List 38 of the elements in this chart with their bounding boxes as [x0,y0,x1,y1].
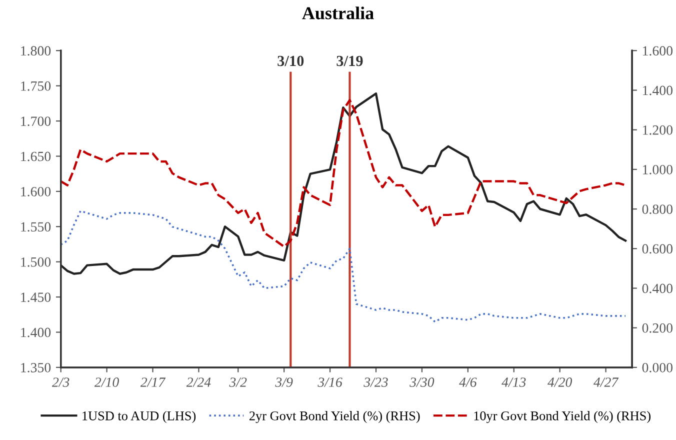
y-tick-label: 1.400 [21,328,51,338]
x-tick-label: 2/10 [94,378,119,387]
y2-tick-label: 0.200 [642,323,673,333]
y2-tick-label: 0.800 [642,204,673,214]
y2-tick-label: 1.400 [643,86,673,96]
x-tick-label: 3/9 [275,378,293,387]
y2-tick-label: 1.200 [643,125,673,135]
y2-tick-label: 0.000 [642,362,673,372]
y-tick-label: 1.800 [21,46,51,56]
x-tick-label: 4/13 [502,378,526,387]
x-tick-label: 4/6 [459,378,477,387]
y2-tick-label: 1.600 [643,46,673,56]
y2-tick-label: 0.400 [642,284,673,294]
y2-tick-label: 0.600 [642,244,673,254]
x-tick-label: 2/17 [140,378,166,387]
x-tick-label: 3/16 [318,378,342,387]
legend-label: 1USD to AUD (LHS) [82,411,196,423]
legend-label: 2yr Govt Bond Yield (%) (RHS) [249,411,420,424]
chart-title: Australia [302,6,374,20]
ref-line-label: 3/19 [336,56,363,66]
legend-label: 10yr Govt Bond Yield (%) (RHS) [474,411,650,424]
y-tick-label: 1.600 [21,186,51,196]
y-tick-label: 1.450 [21,292,51,302]
y-tick-label: 1.500 [21,257,51,267]
y2-tick-label: 1.000 [643,164,673,174]
y-tick-label: 1.550 [21,222,51,232]
y-tick-label: 1.750 [21,81,51,91]
x-tick-label: 4/27 [593,378,619,387]
ref-line-label: 3/10 [278,56,304,66]
y-tick-label: 1.700 [21,116,51,126]
y-tick-label: 1.650 [21,152,51,162]
x-tick-label: 3/2 [229,378,247,387]
x-tick-label: 2/3 [52,378,70,387]
y-tick-label: 1.350 [21,362,51,372]
x-tick-label: 3/23 [364,378,388,387]
x-tick-label: 2/24 [186,378,211,387]
x-tick-label: 4/20 [548,378,572,387]
x-tick-label: 3/30 [410,378,434,387]
